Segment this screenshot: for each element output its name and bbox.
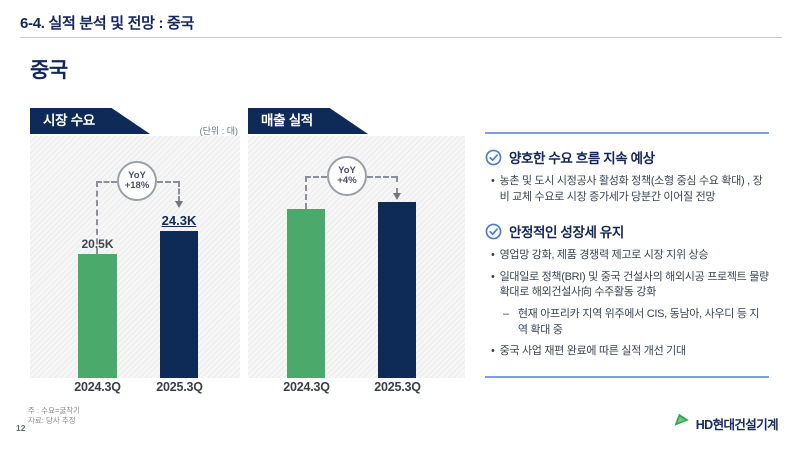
bullet-text: 중국 사업 재편 완료에 따른 실적 개선 기대 [499, 345, 687, 358]
bar-column-2025 [378, 199, 416, 378]
arrow-down-icon [175, 201, 183, 208]
connector-line [305, 176, 307, 209]
bar-column-2025: 24.3K [160, 213, 198, 378]
bullet-item: • 영업망 강화, 제품 경쟁력 제고로 시장 지위 상승 [485, 248, 769, 264]
sales-chart: YoY +4% [248, 136, 465, 378]
bullet-item: • 일대일로 정책(BRI) 및 중국 건설사의 해외시공 프로젝트 물량 확대… [485, 270, 769, 301]
bullet-marker: • [491, 270, 495, 283]
insight-heading-text: 양호한 수요 흐름 지속 예상 [509, 151, 655, 166]
connector-line [96, 181, 117, 183]
divider [485, 132, 769, 134]
insights-panel: 양호한 수요 흐름 지속 예상 • 농촌 및 도시 시정공사 활성화 정책(소형… [485, 132, 769, 378]
bar-value-label: 20.5K [81, 237, 114, 251]
arrow-down-icon [393, 193, 401, 200]
slide-title: 6-4. 실적 분석 및 전망 : 중국 [20, 15, 195, 32]
logo-text: HD현대건설기계 [695, 417, 779, 432]
sales-banner: 매출 실적 [248, 108, 368, 134]
market-demand-panel: 시장 수요 (단위 : 대) YoY +18% 20.5K 24.3K [30, 108, 240, 394]
dash-marker: – [503, 308, 509, 321]
insight-heading-text: 안정적인 성장세 유지 [509, 225, 624, 241]
market-demand-banner: 시장 수요 [30, 108, 150, 134]
x-axis: 2024.3Q 2025.3Q [30, 380, 240, 400]
yoy-value: +4% [337, 175, 357, 186]
market-demand-banner-label: 시장 수요 [43, 113, 95, 128]
bullet-text: 일대일로 정책(BRI) 및 중국 건설사의 해외시공 프로젝트 물량 확대로 … [499, 270, 770, 299]
connector-line [367, 176, 397, 178]
connector-line [396, 176, 398, 194]
bar-2024-3q [78, 254, 117, 378]
page-number: 12 [16, 423, 26, 433]
bullet-item: • 중국 사업 재편 완료에 따른 실적 개선 기대 [485, 344, 769, 360]
check-circle-icon [485, 149, 502, 166]
connector-line [178, 181, 180, 202]
hd-hyundai-mark-icon [673, 413, 691, 433]
x-axis-label: 2024.3Q [283, 380, 330, 394]
sales-panel: 매출 실적 YoY +4% 2024.3Q 20 [248, 108, 465, 394]
market-demand-chart: YoY +18% 20.5K 24.3K [30, 136, 240, 378]
x-axis-label: 2025.3Q [374, 380, 421, 394]
footnotes: 주 : 수요=굴착기 자료: 당사 추정 [28, 406, 80, 426]
bar-2025-3q [378, 202, 416, 378]
bullet-marker: • [491, 249, 495, 262]
title-divider [20, 37, 782, 38]
x-axis-label: 2024.3Q [74, 380, 121, 394]
bullet-text: 영업망 강화, 제품 경쟁력 제고로 시장 지위 상승 [499, 249, 709, 262]
insight-section-1-bullets: • 농촌 및 도시 시정공사 활성화 정책(소형 중심 수요 확대) , 장비 … [485, 174, 769, 205]
bar-value-label: 24.3K [161, 213, 197, 228]
footnote-line: 자료: 당사 추정 [28, 416, 76, 426]
x-axis: 2024.3Q 2025.3Q [248, 380, 465, 400]
bar-column-2024: 20.5K [78, 237, 117, 378]
bullet-marker: • [491, 175, 495, 187]
bar-column-2024 [287, 206, 325, 378]
footnote-line: 주 : 수요=굴착기 [28, 406, 81, 415]
bullet-item: • 농촌 및 도시 시정공사 활성화 정책(소형 중심 수요 확대) , 장비 … [485, 174, 769, 205]
bullet-text: 현재 아프리카 지역 위주에서 CIS, 동남아, 사우디 등 지역 확대 중 [517, 308, 760, 336]
insight-section-1-heading: 양호한 수요 흐름 지속 예상 [485, 147, 769, 167]
unit-label: (단위 : 대) [199, 126, 238, 136]
sub-bullet-item: – 현재 아프리카 지역 위주에서 CIS, 동남아, 사우디 등 지역 확대 … [485, 307, 769, 338]
bar-2025-3q [160, 231, 198, 378]
yoy-label: YoY [128, 169, 146, 181]
connector-line [96, 181, 98, 254]
bullet-marker: • [491, 345, 495, 358]
connector-line [157, 181, 179, 183]
connector-line [305, 176, 327, 178]
yoy-value: +18% [124, 180, 150, 191]
x-axis-label: 2025.3Q [156, 380, 203, 394]
company-logo: HD현대건설기계 [673, 413, 779, 433]
bar-2024-3q [287, 209, 325, 378]
bullet-text: 농촌 및 도시 시정공사 활성화 정책(소형 중심 수요 확대) , 장비 교체… [499, 175, 763, 203]
check-circle-icon [485, 223, 502, 240]
yoy-label: YoY [338, 164, 356, 176]
insight-section-2-heading: 안정적인 성장세 유지 [485, 221, 769, 241]
insight-section-2-bullets: • 영업망 강화, 제품 경쟁력 제고로 시장 지위 상승 • 일대일로 정책(… [485, 248, 769, 360]
yoy-badge: YoY +4% [327, 156, 367, 196]
divider [485, 375, 769, 378]
sales-banner-label: 매출 실적 [261, 113, 313, 128]
yoy-badge: YoY +18% [117, 161, 157, 201]
page-subtitle-china: 중국 [30, 59, 68, 82]
